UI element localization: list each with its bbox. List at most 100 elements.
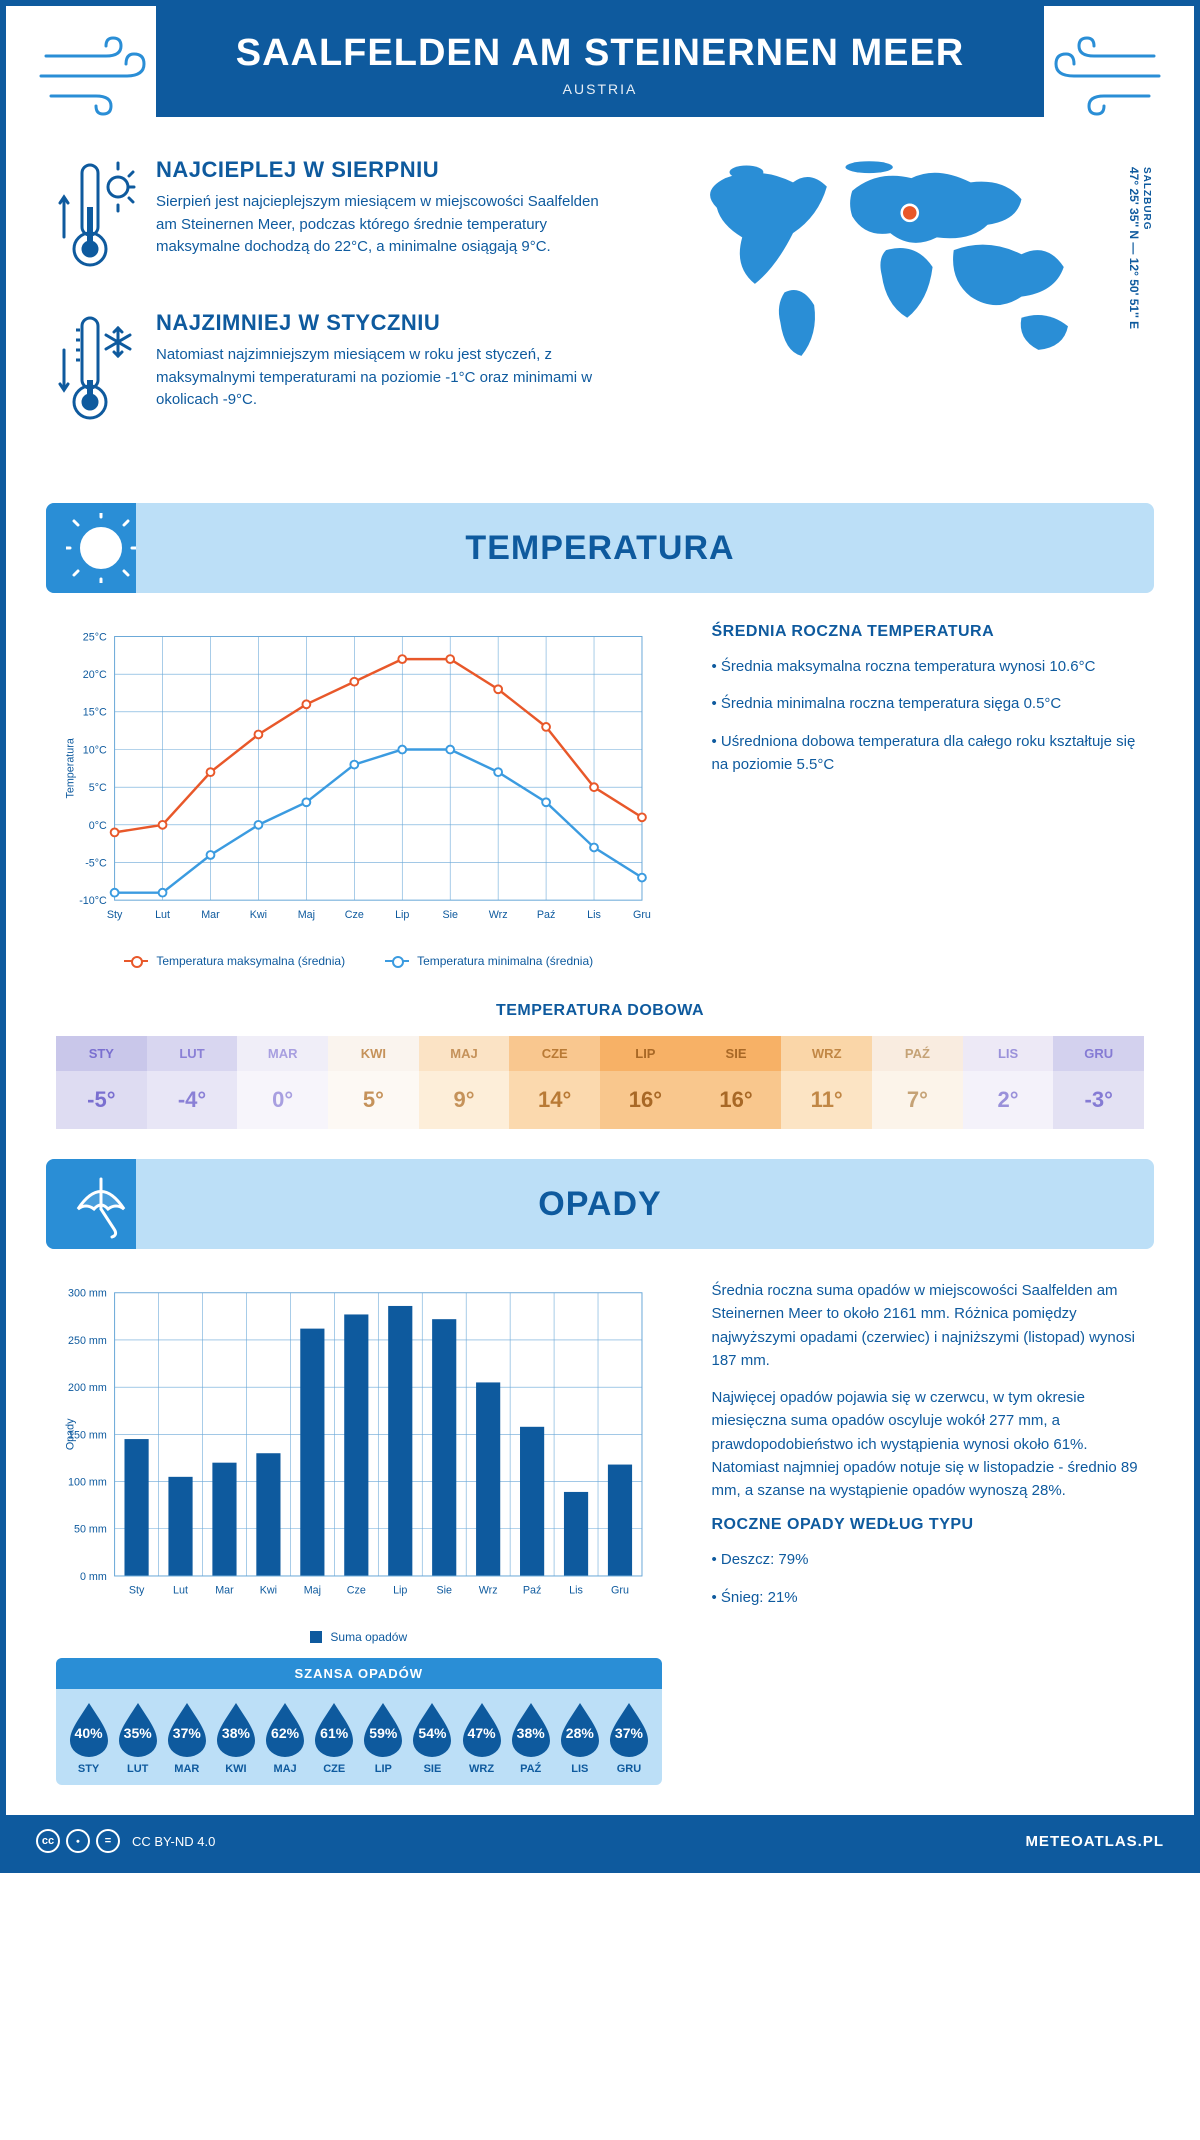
fact-title: NAJCIEPLEJ W SIERPNIU — [156, 157, 605, 183]
brand-label: METEOATLAS.PL — [1025, 1833, 1164, 1850]
raindrop-icon: 38% — [508, 1701, 554, 1757]
raindrop-icon: 38% — [213, 1701, 259, 1757]
svg-text:Kwi: Kwi — [260, 1585, 277, 1597]
svg-text:Gru: Gru — [633, 909, 651, 921]
drop-cell: 40% STY — [64, 1701, 113, 1775]
drop-cell: 38% PAŹ — [506, 1701, 555, 1775]
precipitation-summary: Średnia roczna suma opadów w miejscowośc… — [712, 1279, 1145, 1785]
raindrop-icon: 61% — [311, 1701, 357, 1757]
daily-cell: LUT -4° — [147, 1036, 238, 1129]
svg-text:-5°C: -5°C — [85, 857, 107, 869]
drop-month: LUT — [113, 1763, 162, 1775]
raindrop-icon: 54% — [409, 1701, 455, 1757]
drop-month: STY — [64, 1763, 113, 1775]
drop-cell: 38% KWI — [211, 1701, 260, 1775]
drop-cell: 37% MAR — [162, 1701, 211, 1775]
drop-cell: 54% SIE — [408, 1701, 457, 1775]
svg-text:200 mm: 200 mm — [68, 1382, 107, 1394]
svg-text:Maj: Maj — [298, 909, 315, 921]
daily-cell: KWI 5° — [328, 1036, 419, 1129]
svg-text:Lis: Lis — [587, 909, 601, 921]
thermometer-cold-icon — [56, 310, 136, 435]
svg-text:Sty: Sty — [107, 909, 123, 921]
svg-text:100 mm: 100 mm — [68, 1476, 107, 1488]
summary-bullet: • Deszcz: 79% — [712, 1548, 1145, 1571]
temperature-chart: -10°C-5°C0°C5°C10°C15°C20°C25°CStyLutMar… — [56, 623, 662, 968]
summary-bullet: • Średnia maksymalna roczna temperatura … — [712, 655, 1145, 678]
precip-chance-drops: 40% STY 35% LUT 37% MAR 38% KWI — [56, 1689, 662, 1785]
chart-legend: .legend-item:nth-child(1) .legend-swatch… — [56, 954, 662, 968]
section-banner-precipitation: OPADY — [46, 1159, 1154, 1249]
raindrop-icon: 35% — [115, 1701, 161, 1757]
svg-text:Opady: Opady — [65, 1418, 77, 1450]
wind-icon — [1044, 36, 1164, 116]
drop-month: GRU — [604, 1763, 653, 1775]
daily-cell: STY -5° — [56, 1036, 147, 1129]
raindrop-icon: 62% — [262, 1701, 308, 1757]
summary-text: Średnia roczna suma opadów w miejscowośc… — [712, 1279, 1145, 1372]
page-title: SAALFELDEN AM STEINERNEN MEER — [176, 32, 1024, 75]
drop-month: SIE — [408, 1763, 457, 1775]
svg-text:Lip: Lip — [393, 1585, 407, 1597]
drop-value: 38% — [213, 1725, 259, 1741]
svg-text:15°C: 15°C — [83, 707, 107, 719]
drop-value: 59% — [360, 1725, 406, 1741]
svg-text:25°C: 25°C — [83, 631, 107, 643]
svg-text:0 mm: 0 mm — [80, 1571, 107, 1583]
svg-text:50 mm: 50 mm — [74, 1524, 107, 1536]
svg-text:Gru: Gru — [611, 1585, 629, 1597]
drop-cell: 62% MAJ — [261, 1701, 310, 1775]
drop-month: LIP — [359, 1763, 408, 1775]
precip-chance-title: SZANSA OPADÓW — [56, 1658, 662, 1689]
raindrop-icon: 37% — [606, 1701, 652, 1757]
precipitation-row: 0 mm50 mm100 mm150 mm200 mm250 mm300 mmS… — [6, 1249, 1194, 1795]
daily-cell: MAJ 9° — [419, 1036, 510, 1129]
drop-month: PAŹ — [506, 1763, 555, 1775]
nd-icon: = — [96, 1829, 120, 1853]
section-title: OPADY — [538, 1185, 661, 1224]
svg-text:Wrz: Wrz — [479, 1585, 498, 1597]
title-banner: SAALFELDEN AM STEINERNEN MEER AUSTRIA — [156, 6, 1044, 117]
fact-hottest: NAJCIEPLEJ W SIERPNIU Sierpień jest najc… — [56, 157, 605, 282]
intro-section: NAJCIEPLEJ W SIERPNIU Sierpień jest najc… — [6, 117, 1194, 493]
drop-cell: 59% LIP — [359, 1701, 408, 1775]
raindrop-icon: 59% — [360, 1701, 406, 1757]
svg-text:Paź: Paź — [523, 1585, 542, 1597]
svg-text:Mar: Mar — [201, 909, 220, 921]
svg-text:20°C: 20°C — [83, 669, 107, 681]
fact-body: NAJZIMNIEJ W STYCZNIU Natomiast najzimni… — [156, 310, 605, 435]
svg-text:Paź: Paź — [537, 909, 556, 921]
drop-cell: 28% LIS — [555, 1701, 604, 1775]
drop-cell: 47% WRZ — [457, 1701, 506, 1775]
daily-cell: MAR 0° — [237, 1036, 328, 1129]
raindrop-icon: 47% — [459, 1701, 505, 1757]
world-map-icon — [645, 157, 1144, 377]
chart-legend: Suma opadów — [56, 1630, 662, 1644]
drop-value: 61% — [311, 1725, 357, 1741]
drop-month: KWI — [211, 1763, 260, 1775]
fact-title: NAJZIMNIEJ W STYCZNIU — [156, 310, 605, 336]
license-label: CC BY-ND 4.0 — [132, 1834, 215, 1849]
drop-value: 62% — [262, 1725, 308, 1741]
summary-text: Najwięcej opadów pojawia się w czerwcu, … — [712, 1386, 1145, 1502]
drop-month: WRZ — [457, 1763, 506, 1775]
drop-value: 37% — [164, 1725, 210, 1741]
svg-text:Maj: Maj — [304, 1585, 321, 1597]
raindrop-icon: 37% — [164, 1701, 210, 1757]
page-subtitle: AUSTRIA — [176, 81, 1024, 97]
footer: cc 🞄 = CC BY-ND 4.0 METEOATLAS.PL — [6, 1815, 1194, 1867]
svg-text:-10°C: -10°C — [79, 895, 107, 907]
coordinates-label: SALZBURG 47° 25' 35'' N — 12° 50' 51'' E — [1127, 167, 1152, 329]
umbrella-icon — [66, 1169, 136, 1239]
svg-text:Mar: Mar — [215, 1585, 234, 1597]
daily-cell: SIE 16° — [691, 1036, 782, 1129]
map-column: SALZBURG 47° 25' 35'' N — 12° 50' 51'' E — [645, 157, 1144, 463]
drop-value: 28% — [557, 1725, 603, 1741]
drop-value: 35% — [115, 1725, 161, 1741]
coords-value: 47° 25' 35'' N — 12° 50' 51'' E — [1127, 167, 1141, 329]
svg-text:Lis: Lis — [569, 1585, 583, 1597]
summary-bullet: • Śnieg: 21% — [712, 1586, 1145, 1609]
svg-text:Cze: Cze — [345, 909, 364, 921]
drop-cell: 35% LUT — [113, 1701, 162, 1775]
svg-text:Temperatura: Temperatura — [65, 738, 77, 798]
